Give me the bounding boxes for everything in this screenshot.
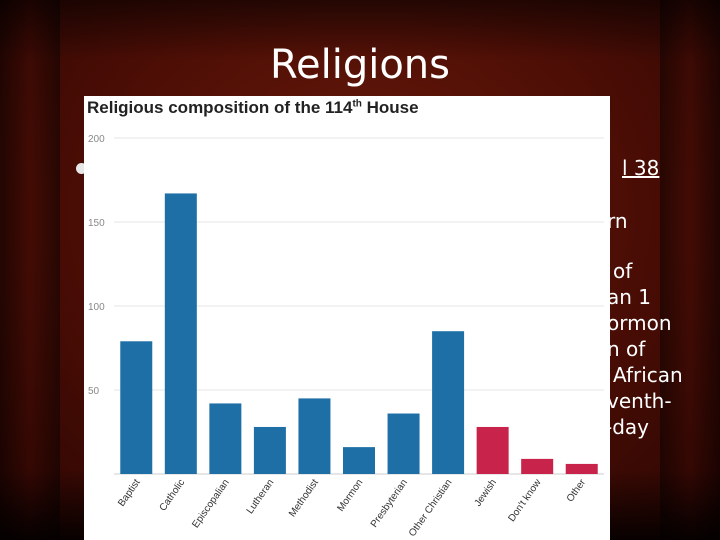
bar-methodist bbox=[298, 398, 331, 474]
bar-mormon bbox=[343, 447, 375, 474]
bar-don-t-know bbox=[521, 458, 554, 474]
text-fragment: venth- bbox=[607, 389, 672, 413]
text-fragment: of bbox=[613, 259, 633, 283]
bar-jewish bbox=[476, 426, 509, 474]
y-tick-label: 100 bbox=[88, 302, 105, 313]
x-tick-label: Episcopalian bbox=[190, 477, 232, 530]
bar-other-christian bbox=[432, 331, 465, 474]
x-tick-label: Catholic bbox=[158, 477, 188, 513]
bar-chart: 50 100 150 200 Baptist Catholic Episcopalian Lu… bbox=[88, 134, 604, 539]
x-tick-label: Don't know bbox=[506, 477, 544, 524]
text-fragment: -day bbox=[605, 415, 650, 439]
bar-presbyterian bbox=[387, 413, 420, 474]
x-tick-label: Baptist bbox=[116, 477, 143, 509]
bar-episcopalian bbox=[209, 403, 242, 474]
text-fragment: rn bbox=[607, 209, 628, 233]
curtain-valance bbox=[0, 0, 720, 60]
x-tick-label: Jewish bbox=[473, 477, 500, 508]
x-tick-label: Methodist bbox=[287, 477, 321, 519]
chart-title: Religious composition of the 114th House bbox=[87, 98, 419, 117]
chart-card: Religious composition of the 114th House… bbox=[84, 96, 610, 540]
text-fragment: l 38 bbox=[622, 156, 660, 180]
y-tick-label: 150 bbox=[88, 218, 105, 229]
curtain-fold bbox=[0, 0, 60, 540]
text-fragment: ormon bbox=[607, 311, 672, 335]
x-tick-label: Presbyterian bbox=[369, 477, 410, 529]
bar-baptist bbox=[120, 341, 153, 474]
slide-title: Religions bbox=[270, 42, 450, 88]
bar-lutheran bbox=[253, 426, 286, 474]
text-fragment: n of bbox=[607, 337, 646, 361]
curtain-fold bbox=[660, 0, 720, 540]
bar-other bbox=[565, 463, 598, 474]
x-tick-label: Other bbox=[565, 477, 589, 504]
x-tick-label: Lutheran bbox=[245, 477, 277, 516]
text-fragment: African bbox=[613, 363, 683, 387]
bar-catholic bbox=[164, 193, 197, 474]
bullet-point bbox=[76, 163, 87, 174]
x-tick-label: Other Christian bbox=[407, 477, 455, 538]
text-fragment: an 1 bbox=[607, 285, 652, 309]
y-tick-label: 50 bbox=[88, 386, 100, 397]
x-tick-label: Mormon bbox=[335, 477, 365, 513]
y-tick-label: 200 bbox=[88, 134, 105, 145]
